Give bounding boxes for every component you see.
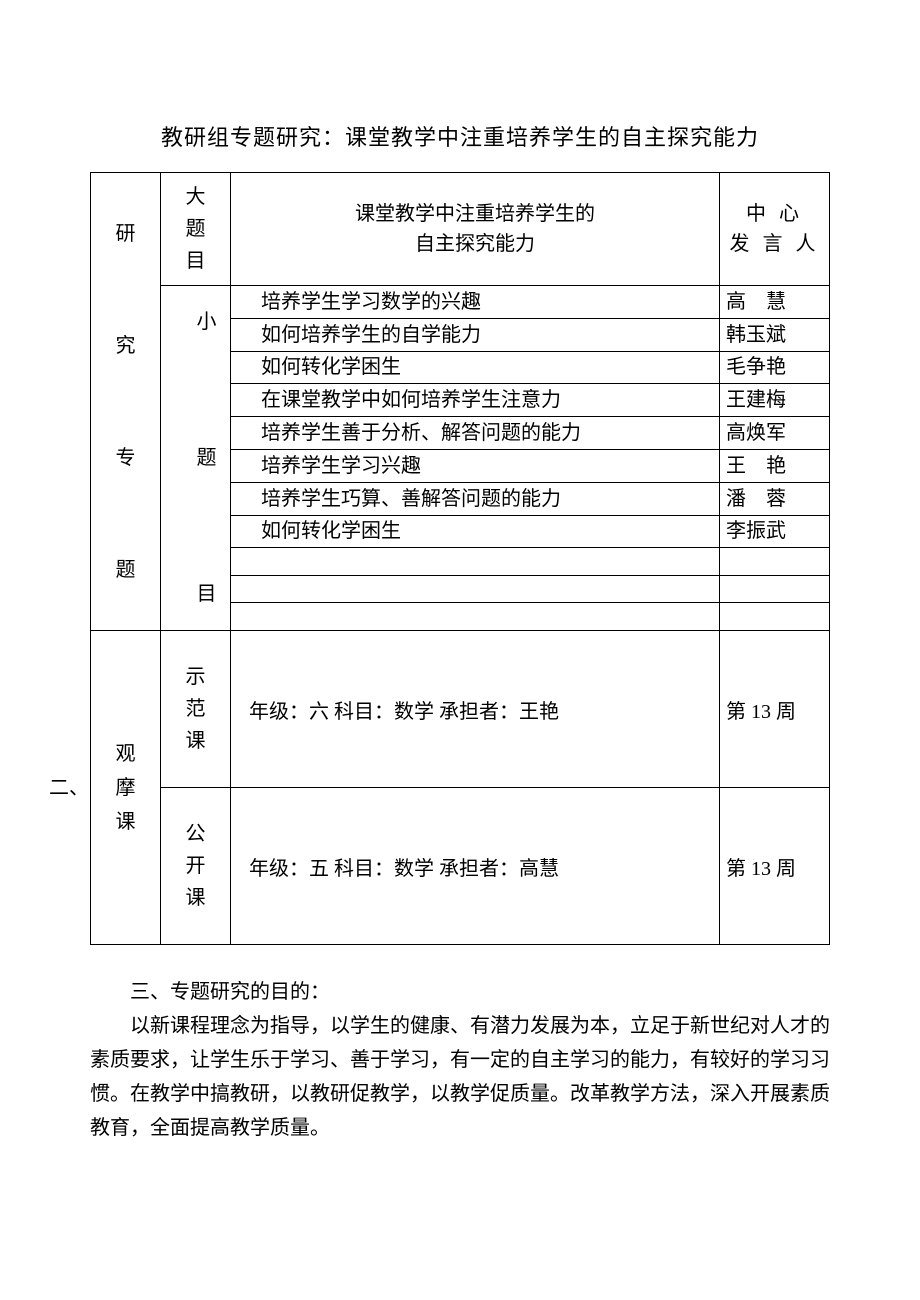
topic-cell: 在课堂教学中如何培养学生注意力 [231, 384, 720, 417]
section-three-body: 以新课程理念为指导，以学生的健康、有潜力发展为本，立足于新世纪对人才的素质要求，… [90, 1009, 830, 1145]
open-class-label: 公开课 [161, 788, 231, 945]
big-topic-label: 大题目 [161, 173, 231, 286]
topic-cell [231, 603, 720, 631]
section-three-heading: 三、专题研究的目的： [90, 975, 830, 1009]
topic-cell: 如何转化学困生 [231, 351, 720, 384]
speaker-cell: 高焕军 [720, 417, 830, 450]
speaker-cell: 李振武 [720, 515, 830, 548]
topic-cell: 如何转化学困生 [231, 515, 720, 548]
open-class-week: 第 13 周 [720, 788, 830, 945]
main-topic: 课堂教学中注重培养学生的 自主探究能力 [231, 173, 720, 286]
section-two-prefix: 二、 [49, 771, 89, 805]
speaker-cell: 毛争艳 [720, 351, 830, 384]
topic-cell: 培养学生巧算、善解答问题的能力 [231, 482, 720, 515]
research-table: 研究专题 大题目 课堂教学中注重培养学生的 自主探究能力 中 心 发 言 人 小… [90, 172, 830, 945]
section-research-label: 研究专题 [91, 173, 161, 631]
topic-cell [231, 548, 720, 576]
small-topic-label: 小题目 [161, 286, 231, 631]
section-three: 三、专题研究的目的： 以新课程理念为指导，以学生的健康、有潜力发展为本，立足于新… [90, 945, 830, 1145]
speaker-cell: 潘 蓉 [720, 482, 830, 515]
speaker-cell: 韩玉斌 [720, 318, 830, 351]
speaker-cell [720, 548, 830, 576]
section-observe-label: 二、 观摩课 [91, 631, 161, 945]
speaker-cell: 王 艳 [720, 449, 830, 482]
demo-class-detail: 年级：六 科目：数学 承担者：王艳 [231, 631, 720, 788]
speaker-cell [720, 603, 830, 631]
topic-cell [231, 575, 720, 603]
speaker-cell [720, 575, 830, 603]
demo-class-label: 示范课 [161, 631, 231, 788]
speaker-cell: 王建梅 [720, 384, 830, 417]
speaker-header: 中 心 发 言 人 [720, 173, 830, 286]
topic-cell: 培养学生善于分析、解答问题的能力 [231, 417, 720, 450]
topic-cell: 培养学生学习兴趣 [231, 449, 720, 482]
open-class-detail: 年级：五 科目：数学 承担者：高慧 [231, 788, 720, 945]
topic-cell: 如何培养学生的自学能力 [231, 318, 720, 351]
demo-class-week: 第 13 周 [720, 631, 830, 788]
topic-cell: 培养学生学习数学的兴趣 [231, 286, 720, 319]
speaker-cell: 高 慧 [720, 286, 830, 319]
page-title: 教研组专题研究：课堂教学中注重培养学生的自主探究能力 [90, 120, 830, 152]
